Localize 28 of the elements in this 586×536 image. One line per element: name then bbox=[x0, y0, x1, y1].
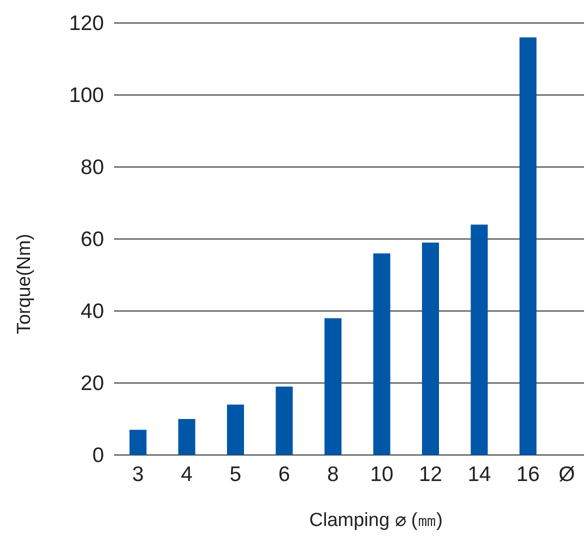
bar bbox=[227, 404, 244, 455]
x-axis-title: Clamping ⌀ (㎜) bbox=[309, 510, 443, 531]
y-tick-label: 20 bbox=[80, 372, 104, 395]
x-tick-label: 5 bbox=[230, 463, 242, 486]
x-tick-label: 14 bbox=[468, 463, 492, 486]
x-tick-label: 6 bbox=[278, 463, 290, 486]
y-tick-label: 60 bbox=[80, 228, 104, 251]
y-tick-label: 100 bbox=[68, 84, 104, 107]
bar bbox=[520, 37, 536, 455]
x-tick-label: 16 bbox=[516, 463, 540, 486]
bar bbox=[276, 386, 293, 455]
bar bbox=[178, 419, 196, 455]
x-tick-label: 10 bbox=[370, 463, 394, 486]
bar bbox=[130, 430, 146, 455]
bar bbox=[324, 318, 342, 455]
y-tick-label: 80 bbox=[80, 156, 104, 179]
text: Ø bbox=[558, 463, 575, 486]
x-tick-label: 12 bbox=[418, 463, 442, 486]
y-axis-title: Torque(Nm) bbox=[14, 234, 35, 334]
x-tick-label: 8 bbox=[327, 463, 339, 486]
y-tick-label: 40 bbox=[80, 300, 104, 323]
y-tick-label: 120 bbox=[68, 12, 104, 35]
bar bbox=[470, 224, 488, 455]
x-tick-label: 3 bbox=[132, 463, 144, 486]
x-tick-label: 4 bbox=[180, 463, 193, 486]
y-tick-label: 0 bbox=[92, 444, 104, 467]
bar bbox=[373, 253, 390, 455]
bar bbox=[422, 242, 439, 455]
